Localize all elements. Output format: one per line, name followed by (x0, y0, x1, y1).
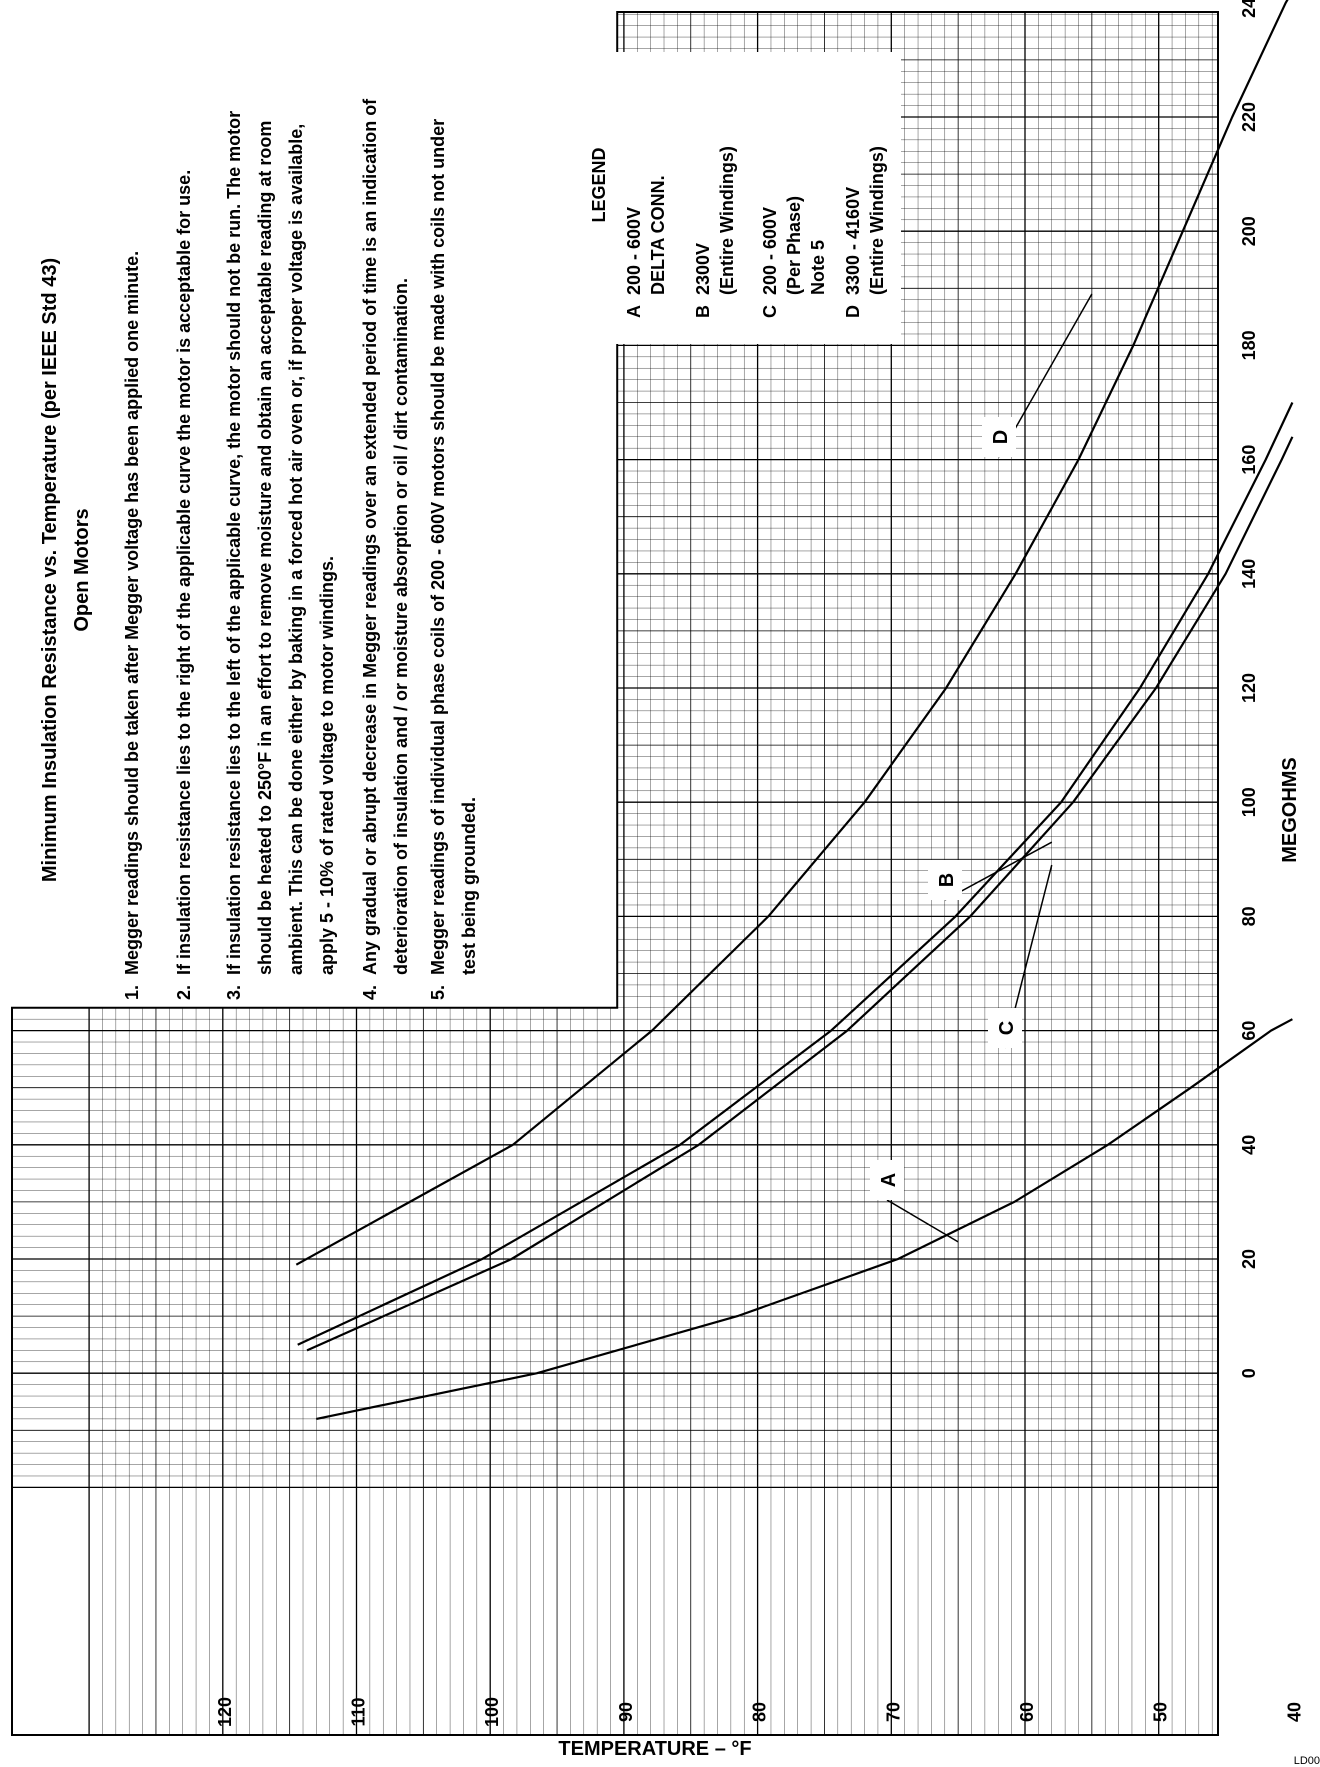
x-tick-label: 220 (1239, 102, 1259, 132)
note-3-line: ambient. This can be done either by baki… (286, 124, 306, 975)
chart-title: Minimum Insulation Resistance vs. Temper… (39, 258, 61, 882)
legend-text-d: (Entire Windings) (867, 146, 887, 295)
legend-key-a: A (624, 305, 644, 318)
callout-leader-a (886, 1199, 959, 1243)
x-tick-label: 20 (1239, 1249, 1259, 1269)
x-tick-label: 160 (1239, 445, 1259, 475)
legend-text-a: 200 - 600V (624, 207, 644, 295)
callout-label-c: C (996, 1021, 1018, 1035)
legend-key-b: B (693, 305, 713, 318)
x-tick-label: 120 (1239, 673, 1259, 703)
x-axis-title: MEGOHMS (1279, 757, 1301, 863)
x-tick-label: 180 (1239, 330, 1259, 360)
callout-leader-b (944, 841, 1053, 901)
note-1-number: 1. (122, 985, 142, 1000)
callout-label-a: A (878, 1173, 900, 1187)
legend-text-d: 3300 - 4160V (843, 187, 863, 295)
note-2-line: If insulation resistance lies to the rig… (174, 170, 194, 975)
note-3-line: apply 5 - 10% of rated voltage to motor … (317, 556, 337, 975)
legend-text-b: (Entire Windings) (717, 146, 737, 295)
legend-text-c: Note 5 (808, 240, 828, 295)
curve-a (316, 1018, 1293, 1420)
legend-text-b: 2300V (693, 243, 713, 295)
callout-label-b: B (936, 873, 958, 887)
legend-key-d: D (843, 305, 863, 318)
chart-subtitle: Open Motors (71, 508, 93, 631)
x-tick-label: 240 (1239, 0, 1259, 18)
figure-code: LD00 (1293, 1755, 1320, 1767)
note-1-line: Megger readings should be taken after Me… (122, 251, 142, 975)
x-tick-label: 200 (1239, 216, 1259, 246)
curve-b (297, 402, 1294, 1346)
curve-d (295, 0, 1289, 1266)
legend-key-c: C (760, 305, 780, 318)
callout-box-a (870, 1160, 904, 1200)
x-tick-label: 80 (1239, 906, 1259, 926)
y-tick-label: 50 (1151, 1702, 1171, 1722)
legend-title: LEGEND (589, 147, 609, 222)
x-tick-label: 60 (1239, 1021, 1259, 1041)
note-3-line: If insulation resistance lies to the lef… (224, 111, 244, 975)
note-3-line: should be heated to 250°F in an effort t… (255, 121, 275, 975)
note-4-line: Any gradual or abrupt decrease in Megger… (360, 98, 380, 975)
legend-text-c: (Per Phase) (784, 196, 804, 295)
note-5-line: test being grounded. (459, 797, 479, 975)
y-tick-label: 100 (482, 1697, 502, 1727)
y-tick-label: 90 (616, 1702, 636, 1722)
callout-box-d (982, 417, 1016, 457)
legend-text-a: DELTA CONN. (648, 175, 668, 295)
note-4-number: 4. (360, 985, 380, 1000)
x-tick-label: 140 (1239, 559, 1259, 589)
callout-label-d: D (990, 430, 1012, 444)
y-tick-label: 80 (750, 1702, 770, 1722)
callout-box-b (928, 860, 962, 900)
chart-curves (295, 0, 1294, 1420)
x-tick-label: 40 (1239, 1135, 1259, 1155)
y-tick-label: 120 (215, 1697, 235, 1727)
legend-text-c: 200 - 600V (760, 207, 780, 295)
note-5-line: Megger readings of individual phase coil… (428, 119, 448, 975)
y-tick-label: 70 (883, 1702, 903, 1722)
note-5-number: 5. (428, 985, 448, 1000)
y-tick-label: 110 (349, 1697, 369, 1726)
chart-texts: A B C D Minimum Insulation Resistance vs. Te… (39, 0, 1304, 1760)
x-tick-label: 100 (1239, 787, 1259, 817)
callout-box-c (988, 1008, 1022, 1048)
note-3-number: 3. (224, 985, 244, 1000)
y-tick-label: 40 (1284, 1702, 1304, 1722)
x-tick-label: 0 (1239, 1368, 1259, 1378)
plot-frame (11, 11, 1219, 1736)
legend-box (583, 52, 901, 344)
note-2-number: 2. (174, 985, 194, 1000)
y-axis-title: TEMPERATURE – °F (558, 1738, 751, 1760)
note-4-line: deterioration of insulation and / or moi… (391, 278, 411, 975)
y-tick-label: 60 (1017, 1702, 1037, 1722)
